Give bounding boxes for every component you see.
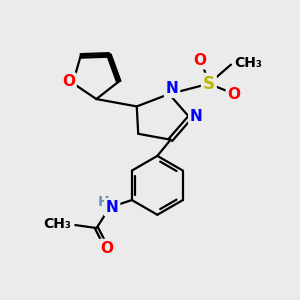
Text: N: N xyxy=(106,200,118,215)
Text: CH₃: CH₃ xyxy=(235,56,262,70)
Text: CH₃: CH₃ xyxy=(43,217,71,231)
Text: O: O xyxy=(227,87,240,102)
Text: O: O xyxy=(194,53,207,68)
Text: N: N xyxy=(166,81,178,96)
Text: H: H xyxy=(98,195,109,209)
Text: N: N xyxy=(190,109,203,124)
Text: S: S xyxy=(203,75,215,93)
Text: O: O xyxy=(100,241,113,256)
Text: O: O xyxy=(62,74,75,89)
